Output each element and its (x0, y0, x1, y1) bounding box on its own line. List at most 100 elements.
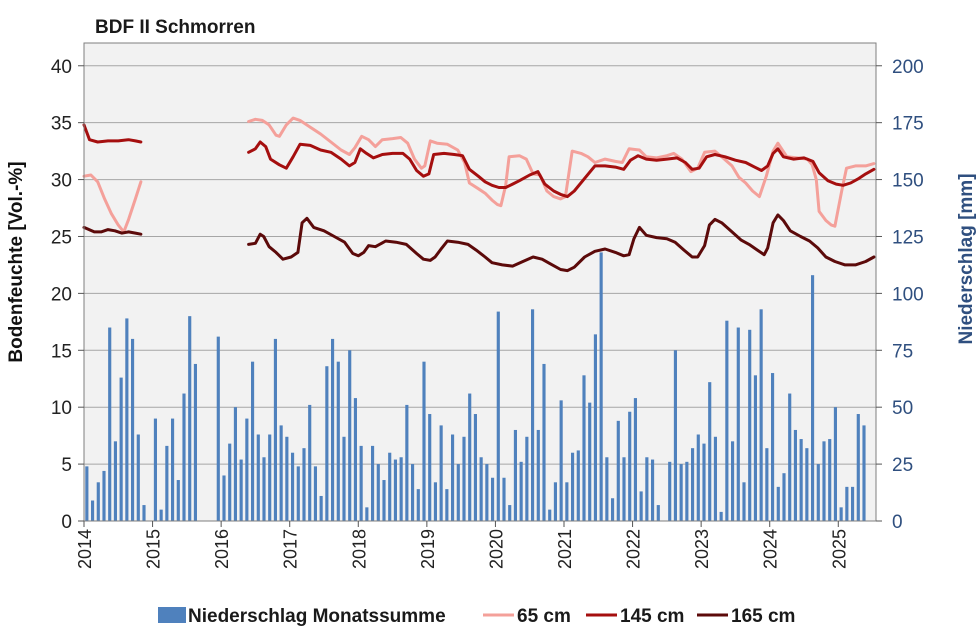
precip-bar (291, 452, 295, 521)
precip-bar (433, 482, 437, 521)
precip-bar (553, 482, 557, 521)
y-tick-right-label: 25 (892, 455, 913, 476)
precip-bar (456, 464, 460, 521)
plot-area (84, 43, 876, 521)
precip-bar (365, 507, 369, 521)
y-tick-left-label: 30 (51, 171, 72, 192)
precip-bar (605, 457, 609, 521)
precip-bar (136, 434, 140, 521)
precip-bar (233, 407, 237, 521)
precip-bar (125, 318, 129, 521)
precip-bar (262, 457, 266, 521)
plot-frame (83, 42, 877, 522)
precip-bar (719, 511, 723, 521)
grid-layer (84, 65, 876, 465)
precip-bar (336, 361, 340, 521)
precip-bar (193, 363, 197, 521)
y-tick-left-label: 15 (51, 341, 72, 362)
precip-bar (485, 464, 489, 521)
precip-bar (542, 363, 546, 521)
precip-bar (765, 448, 769, 521)
precip-bar (656, 505, 660, 521)
precip-bar (256, 434, 260, 521)
precip-bar (371, 445, 375, 521)
precip-bar (222, 475, 226, 521)
precip-bar (119, 377, 123, 521)
line-145cm-segment (247, 140, 876, 199)
precip-bar (742, 482, 746, 521)
precip-bar (713, 436, 717, 521)
precip-bar (862, 425, 866, 521)
precip-bar (799, 439, 803, 521)
line-145cm-segment (82, 123, 143, 144)
precip-bar (285, 436, 289, 521)
x-tick-label: 2019 (418, 529, 438, 569)
precip-bar (645, 457, 649, 521)
precip-bar (559, 400, 563, 521)
precip-bar (342, 436, 346, 521)
precip-bar (548, 509, 552, 521)
y-tick-right-label: 200 (892, 57, 924, 78)
precip-bar (588, 402, 592, 521)
precip-bar (399, 457, 403, 521)
precip-bar (308, 404, 312, 521)
precip-bar (582, 375, 586, 521)
x-tick-label: 2015 (144, 529, 164, 569)
chart-title: BDF II Schmorren (95, 17, 255, 38)
precip-bar (142, 505, 146, 521)
precip-bar (531, 309, 535, 521)
precip-bar (599, 252, 603, 521)
y-tick-left-label: 10 (51, 398, 72, 419)
precip-bar (445, 489, 449, 521)
precip-bar (273, 338, 277, 521)
x-tick-label: 2016 (212, 529, 232, 569)
y-tick-right-label: 150 (892, 171, 924, 192)
line-165cm-segment (247, 213, 876, 273)
x-tick-label: 2018 (349, 529, 369, 569)
precip-bar (422, 361, 426, 521)
x-tick-label: 2023 (692, 529, 712, 569)
precip-bar (502, 477, 506, 521)
precip-bar (382, 480, 386, 521)
precip-bar (639, 491, 643, 521)
precip-bar (673, 350, 677, 521)
precip-bar (833, 407, 837, 521)
precip-bar (782, 473, 786, 521)
precip-bar (428, 414, 432, 521)
precip-bar (696, 434, 700, 521)
line-65cm-segment (82, 173, 143, 234)
y-axis-left-label: Bodenfeuchte [Vol.-%] (6, 161, 27, 362)
precip-bar (416, 489, 420, 521)
precip-bar (736, 327, 740, 521)
precip-bar (479, 457, 483, 521)
precip-bar (388, 452, 392, 521)
precip-bar (508, 505, 512, 521)
precip-bar (708, 382, 712, 521)
precip-bar (102, 470, 106, 521)
precip-bar (668, 461, 672, 521)
precip-bar (251, 361, 255, 521)
y-tick-right-label: 75 (892, 341, 913, 362)
y-tick-right-label: 125 (892, 227, 924, 248)
x-tick-label: 2021 (555, 529, 575, 569)
y-tick-right-label: 175 (892, 114, 924, 135)
precip-bar (216, 336, 220, 521)
precip-bar (725, 320, 729, 521)
precip-bar (153, 418, 157, 521)
precip-bar (439, 425, 443, 521)
precip-bar (679, 464, 683, 521)
precip-bar (536, 429, 540, 521)
precip-bar (525, 436, 529, 521)
precip-bar (313, 466, 317, 521)
precip-bar (731, 441, 735, 521)
y-tick-right-label: 100 (892, 284, 924, 305)
precip-bar (691, 448, 695, 521)
precip-bar (405, 404, 409, 521)
x-tick-label: 2022 (624, 529, 644, 569)
lines-layer (82, 116, 876, 273)
precip-bar (748, 329, 752, 521)
precip-bar (611, 498, 615, 521)
precip-bar (325, 366, 329, 521)
